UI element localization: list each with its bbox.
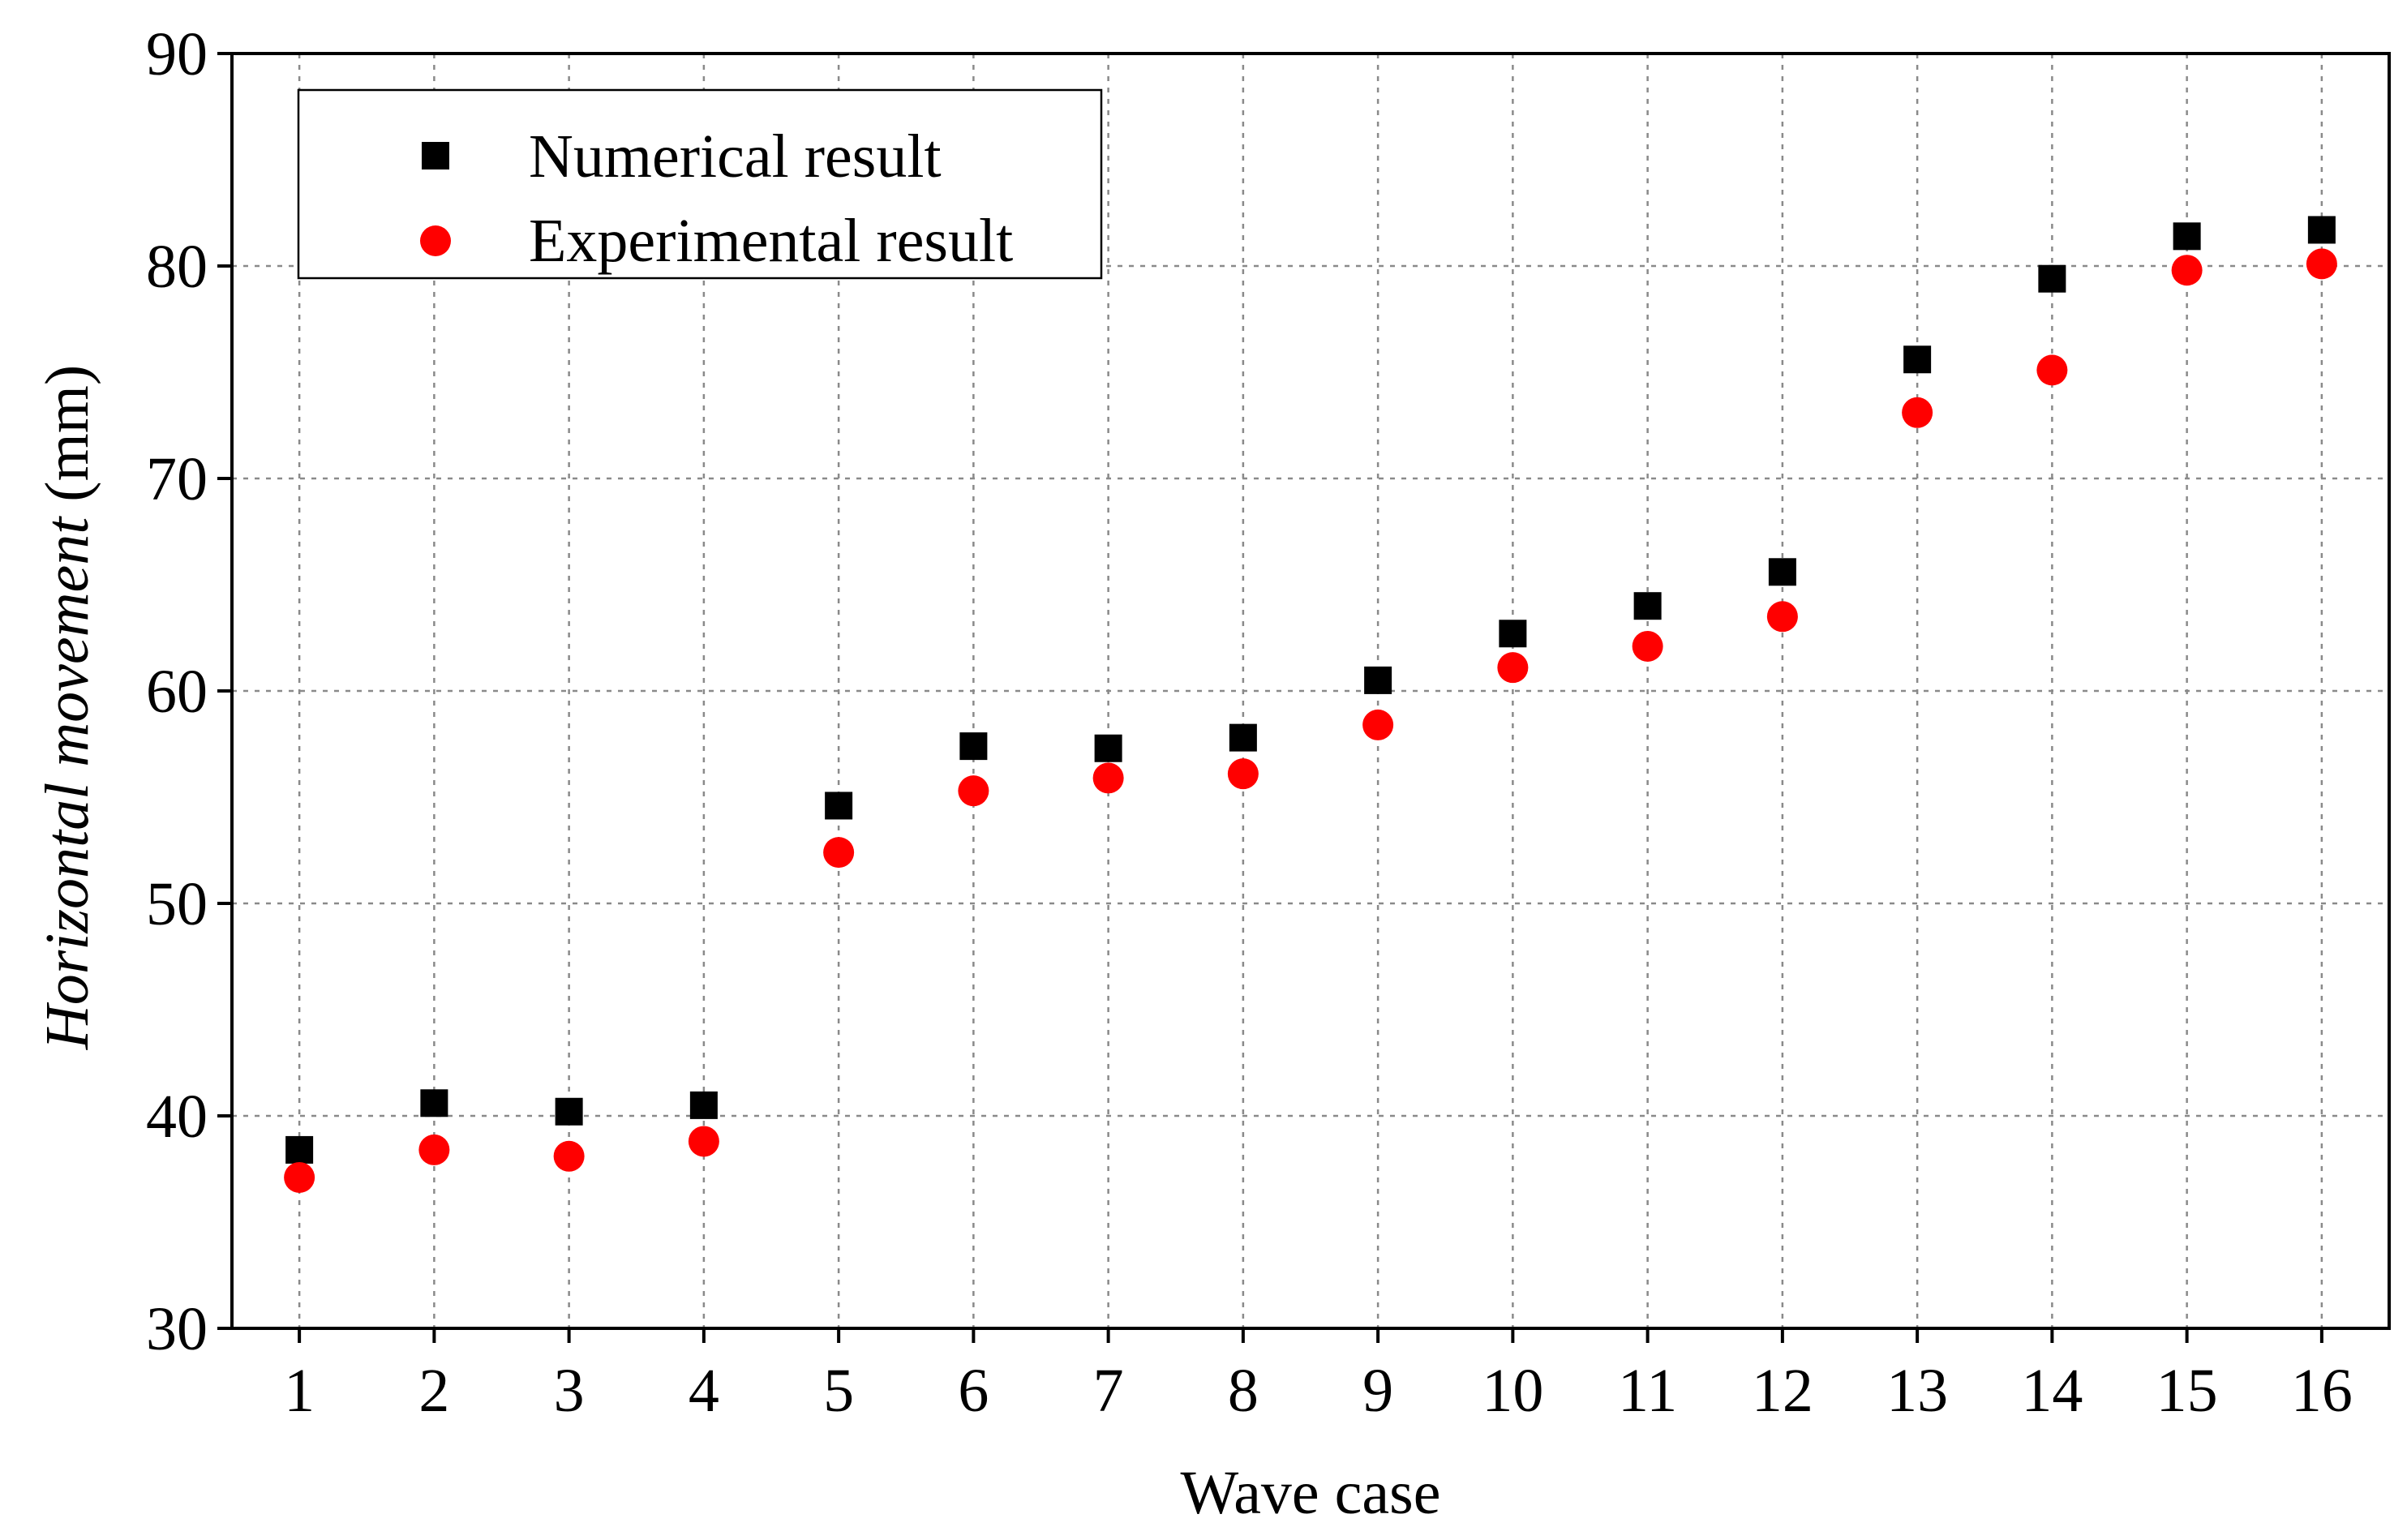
point-numerical-13 [1903, 345, 1932, 374]
point-experimental-10 [1497, 652, 1529, 684]
point-experimental-13 [1902, 397, 1933, 428]
x-tick-label: 11 [1618, 1357, 1677, 1425]
point-numerical-9 [1364, 666, 1392, 694]
point-experimental-11 [1632, 630, 1663, 662]
point-numerical-7 [1094, 734, 1122, 762]
point-numerical-5 [825, 791, 853, 820]
axis-ticks [217, 52, 2323, 1343]
x-tick-label: 6 [958, 1357, 989, 1425]
point-numerical-12 [1768, 558, 1796, 586]
x-tick-label: 3 [554, 1357, 585, 1425]
x-axis-title: Wave case [1181, 1459, 1441, 1527]
point-experimental-14 [2036, 354, 2068, 386]
x-tick-label: 12 [1752, 1357, 1813, 1425]
y-tick-label: 80 [146, 233, 208, 301]
y-axis-title: Horizontal movement (mm) [33, 365, 101, 1050]
data-points [284, 216, 2337, 1193]
legend-marker-experimental [420, 225, 451, 256]
y-tick-label: 40 [146, 1083, 208, 1151]
x-tick-label: 10 [1482, 1357, 1543, 1425]
y-tick-label: 60 [146, 658, 208, 726]
point-numerical-16 [2307, 216, 2336, 244]
point-numerical-6 [959, 732, 988, 761]
x-tick-labels: 1 2 3 4 5 6 7 8 9 10 11 12 13 14 15 16 [284, 1357, 2353, 1425]
point-numerical-10 [1499, 620, 1527, 648]
x-tick-label: 14 [2021, 1357, 2083, 1425]
x-tick-label: 16 [2291, 1357, 2353, 1425]
point-experimental-1 [284, 1161, 315, 1193]
point-experimental-7 [1092, 762, 1124, 794]
point-experimental-5 [823, 837, 855, 869]
point-experimental-6 [958, 775, 989, 807]
legend: Numerical result Experimental result [297, 88, 1103, 280]
x-tick-label: 13 [1886, 1357, 1948, 1425]
x-tick-label: 7 [1093, 1357, 1124, 1425]
legend-label-numerical: Numerical result [529, 122, 942, 191]
point-numerical-15 [2173, 222, 2201, 251]
x-tick-label: 9 [1362, 1357, 1393, 1425]
x-tick-label: 15 [2156, 1357, 2218, 1425]
point-experimental-9 [1362, 709, 1394, 740]
y-axis-title-italic: Horizontal movement [33, 516, 101, 1050]
x-tick-label: 8 [1228, 1357, 1259, 1425]
point-numerical-1 [285, 1135, 314, 1164]
y-tick-label: 30 [146, 1295, 208, 1363]
y-tick-label: 70 [146, 445, 208, 513]
point-experimental-2 [418, 1134, 450, 1165]
point-numerical-8 [1229, 723, 1257, 752]
point-experimental-3 [553, 1140, 585, 1172]
y-tick-label: 50 [146, 870, 208, 938]
point-numerical-11 [1633, 592, 1662, 620]
point-numerical-14 [2038, 264, 2066, 293]
y-tick-label: 90 [146, 20, 208, 88]
legend-marker-numerical [422, 142, 449, 169]
x-tick-label: 5 [823, 1357, 854, 1425]
y-tick-labels: 30 40 50 60 70 80 90 [146, 20, 208, 1363]
point-experimental-16 [2306, 248, 2337, 280]
x-tick-label: 1 [284, 1357, 315, 1425]
point-experimental-4 [688, 1126, 719, 1157]
x-tick-label: 2 [418, 1357, 449, 1425]
y-axis-title-unit: (mm) [33, 365, 101, 517]
point-numerical-3 [555, 1097, 583, 1126]
point-numerical-4 [689, 1091, 718, 1119]
point-experimental-15 [2171, 255, 2203, 286]
point-experimental-8 [1227, 758, 1259, 790]
x-tick-label: 4 [689, 1357, 719, 1425]
point-experimental-12 [1766, 601, 1798, 633]
legend-label-experimental: Experimental result [529, 207, 1013, 275]
point-numerical-2 [420, 1089, 448, 1117]
